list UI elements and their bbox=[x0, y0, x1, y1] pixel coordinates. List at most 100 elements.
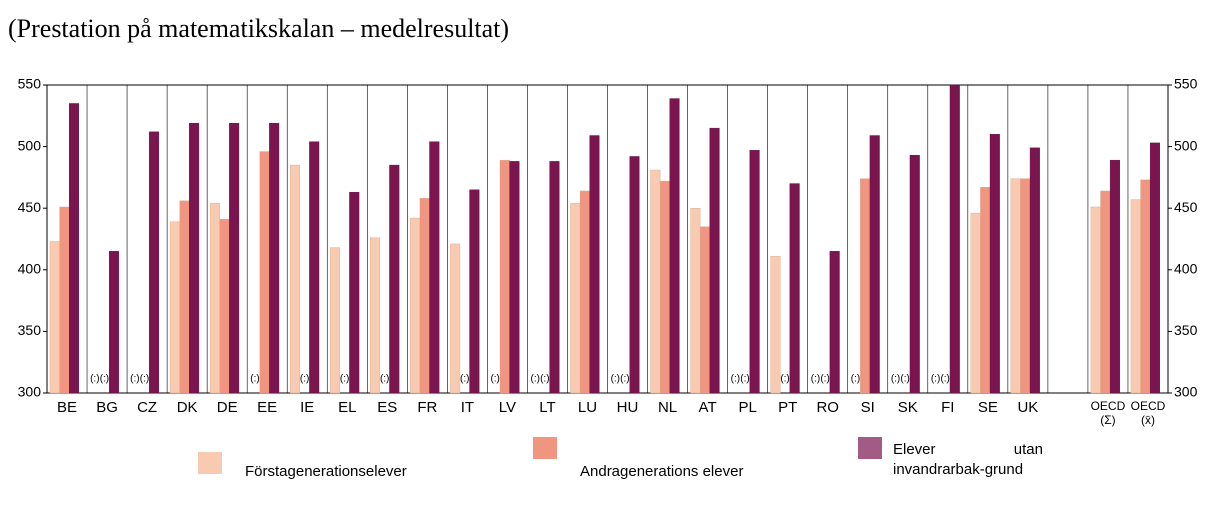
missing-label: (:) bbox=[891, 374, 900, 385]
bar bbox=[219, 219, 230, 394]
bar bbox=[1149, 142, 1160, 394]
x-tick-label: FI bbox=[941, 399, 955, 416]
bar bbox=[499, 159, 510, 394]
missing-label: (:) bbox=[90, 374, 99, 385]
missing-label: (:) bbox=[931, 374, 940, 385]
x-tick-label: PT bbox=[778, 399, 798, 416]
missing-label: (:) bbox=[340, 374, 349, 385]
x-tick-label: UK bbox=[1017, 399, 1039, 416]
bar bbox=[68, 103, 79, 394]
bar bbox=[869, 135, 880, 394]
y2-tick-label: 400 bbox=[1174, 261, 1198, 277]
bar bbox=[49, 241, 60, 394]
bar bbox=[579, 190, 590, 394]
bar bbox=[389, 164, 400, 394]
y-tick-label: 500 bbox=[18, 137, 42, 153]
x-tick-label: BG bbox=[96, 399, 118, 416]
missing-label: (:) bbox=[130, 374, 139, 385]
y-tick-label: 450 bbox=[18, 199, 42, 215]
bar bbox=[269, 122, 280, 394]
bar bbox=[469, 189, 480, 394]
x-tick-label: LV bbox=[498, 399, 517, 416]
legend-swatch bbox=[533, 437, 557, 459]
bar bbox=[330, 247, 341, 394]
bar bbox=[169, 221, 180, 394]
x-tick-label: LT bbox=[539, 399, 556, 416]
missing-label: (:) bbox=[620, 374, 629, 385]
missing-label: (:) bbox=[820, 374, 829, 385]
missing-label: (:) bbox=[140, 374, 149, 385]
x-tick-label: EE bbox=[257, 399, 278, 416]
x-tick-label: OECD (x̄) bbox=[1130, 399, 1166, 427]
bar bbox=[509, 161, 520, 394]
y2-tick-label: 450 bbox=[1174, 199, 1198, 215]
x-tick-label: DK bbox=[176, 399, 198, 416]
bar bbox=[189, 122, 200, 394]
bar bbox=[650, 169, 661, 394]
bar bbox=[419, 198, 430, 394]
bar bbox=[690, 207, 701, 394]
missing-label: (:) bbox=[851, 374, 860, 385]
bar bbox=[980, 187, 991, 394]
bar bbox=[909, 155, 920, 394]
legend-label: Förstagenerationselever bbox=[245, 463, 407, 480]
legend-swatch bbox=[858, 437, 882, 459]
bar bbox=[1100, 190, 1111, 394]
bar bbox=[749, 150, 760, 394]
x-tick-label: IE bbox=[300, 399, 315, 416]
y2-tick-label: 500 bbox=[1174, 137, 1198, 153]
bar bbox=[789, 183, 800, 394]
bar bbox=[179, 200, 190, 394]
x-tick-label: IT bbox=[460, 399, 475, 416]
bar bbox=[989, 134, 1000, 394]
missing-label: (:) bbox=[460, 374, 469, 385]
bar bbox=[1010, 178, 1021, 394]
y-tick-label: 350 bbox=[18, 322, 42, 338]
x-tick-label: OECD (Σ) bbox=[1090, 399, 1126, 427]
x-tick-label: PL bbox=[738, 399, 757, 416]
missing-label: (:) bbox=[380, 374, 389, 385]
x-tick-label: ES bbox=[377, 399, 398, 416]
bar bbox=[109, 251, 120, 394]
x-tick-label: RO bbox=[816, 399, 839, 416]
y-tick-label: 550 bbox=[18, 76, 42, 92]
x-tick-label: HU bbox=[616, 399, 639, 416]
y2-tick-label: 550 bbox=[1174, 76, 1198, 92]
bar bbox=[949, 84, 960, 394]
bar bbox=[770, 256, 781, 394]
x-tick-label: LU bbox=[577, 399, 598, 416]
bar bbox=[970, 212, 981, 394]
missing-label: (:) bbox=[490, 374, 499, 385]
x-tick-label: SK bbox=[897, 399, 918, 416]
bar bbox=[349, 191, 360, 394]
bar bbox=[1140, 179, 1151, 394]
bar bbox=[1130, 199, 1141, 394]
bar bbox=[410, 217, 421, 394]
missing-label: (:) bbox=[100, 374, 109, 385]
bar bbox=[1109, 159, 1120, 394]
y2-tick-label: 300 bbox=[1174, 384, 1198, 400]
x-tick-label: EL bbox=[338, 399, 357, 416]
bar bbox=[149, 131, 160, 394]
x-tick-label: AT bbox=[698, 399, 717, 416]
y-tick-label: 400 bbox=[18, 261, 42, 277]
legend-label: Andragenerations elever bbox=[580, 463, 744, 480]
missing-label: (:) bbox=[811, 374, 820, 385]
bar bbox=[429, 141, 440, 394]
missing-label: (:) bbox=[780, 374, 789, 385]
bar bbox=[699, 226, 710, 394]
bar bbox=[709, 127, 720, 394]
missing-label: (:) bbox=[300, 374, 309, 385]
missing-label: (:) bbox=[531, 374, 540, 385]
legend-swatch bbox=[198, 452, 222, 474]
missing-label: (:) bbox=[900, 374, 909, 385]
x-tick-label: NL bbox=[657, 399, 678, 416]
bar bbox=[860, 178, 871, 394]
x-tick-label: SE bbox=[977, 399, 998, 416]
bar bbox=[829, 251, 840, 394]
missing-label: (:) bbox=[740, 374, 749, 385]
bar bbox=[1090, 206, 1101, 394]
bar bbox=[629, 156, 640, 394]
